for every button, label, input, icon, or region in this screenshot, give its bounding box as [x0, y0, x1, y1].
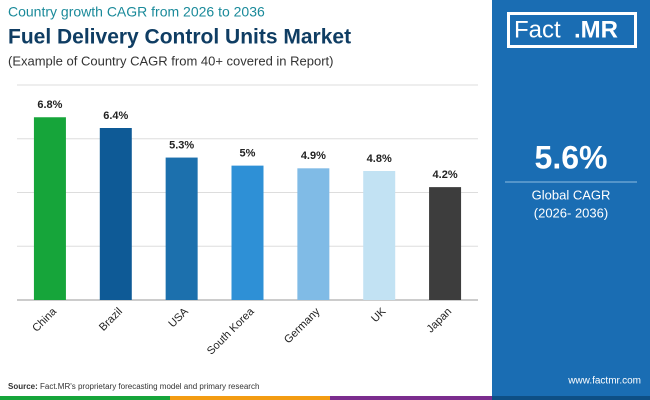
bar — [363, 171, 396, 300]
footer-strip — [330, 396, 492, 400]
logo-main: Fact — [514, 16, 561, 43]
global-label: Global CAGR — [532, 187, 611, 202]
footer-strip — [492, 396, 650, 400]
value-label: 5.3% — [169, 139, 194, 151]
footer-strip — [0, 396, 170, 400]
value-label: 5% — [240, 148, 256, 160]
value-label: 6.8% — [37, 99, 62, 111]
footer-strip — [170, 396, 330, 400]
value-label: 4.2% — [433, 169, 458, 181]
logo-inner — [510, 15, 634, 45]
subtitle: (Example of Country CAGR from 40+ covere… — [8, 53, 334, 68]
bar — [99, 128, 132, 300]
global-period: (2026- 2036) — [534, 205, 608, 220]
bar — [231, 165, 264, 300]
supertitle: Country growth CAGR from 2026 to 2036 — [8, 4, 265, 20]
source-text: Fact.MR's proprietary forecasting model … — [40, 382, 259, 391]
value-label: 4.8% — [367, 153, 392, 165]
bar — [297, 168, 330, 300]
source-label: Source: — [8, 382, 38, 391]
side-panel — [492, 0, 650, 400]
bar — [429, 187, 462, 300]
value-label: 4.9% — [301, 150, 326, 162]
global-value: 5.6% — [535, 139, 608, 175]
value-label: 6.4% — [103, 110, 128, 122]
website: www.factmr.com — [567, 376, 641, 387]
chart-title: Fuel Delivery Control Units Market — [8, 26, 351, 49]
bar — [33, 117, 66, 300]
bar — [165, 157, 198, 300]
logo-accent: .MR — [574, 16, 618, 43]
